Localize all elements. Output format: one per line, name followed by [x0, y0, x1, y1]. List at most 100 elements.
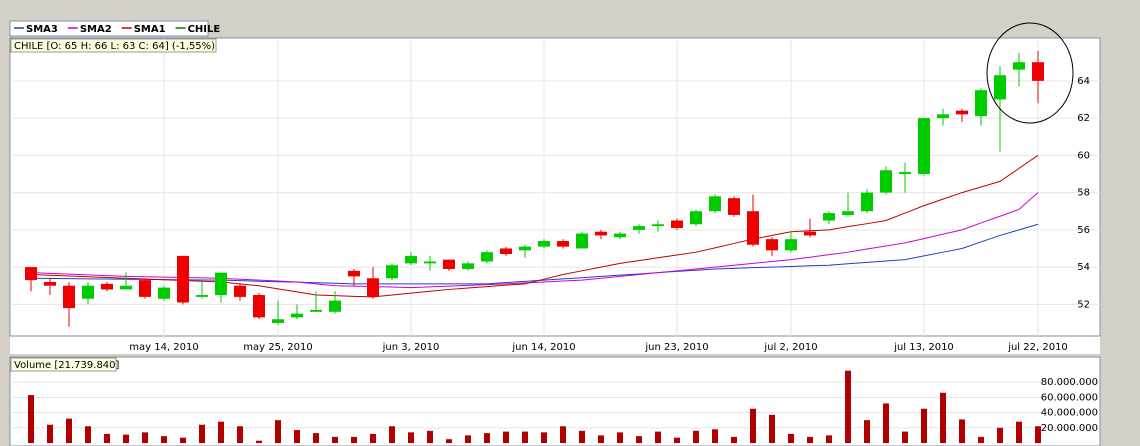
candle-body	[614, 233, 626, 238]
y-tick-label: 60.000.000	[1041, 392, 1098, 403]
candle-body	[25, 267, 37, 281]
volume-bar	[636, 436, 642, 443]
volume-bar	[313, 433, 319, 443]
sma-line	[30, 192, 1039, 289]
candle-body	[557, 241, 569, 247]
volume-label-box	[10, 357, 117, 372]
legend-label: SMA3	[26, 24, 58, 35]
volume-bar	[769, 414, 775, 443]
candle-body	[1032, 62, 1044, 81]
volume-bar	[712, 429, 718, 443]
volume-bar	[218, 421, 224, 443]
y-tick-label: 20.000.000	[1041, 423, 1098, 434]
volume-bar	[731, 436, 737, 443]
candle-body	[481, 252, 493, 262]
candle-body	[1013, 62, 1025, 70]
candle-body	[367, 278, 379, 297]
y-tick-label: 40.000.000	[1041, 408, 1098, 419]
candle-body	[443, 259, 455, 269]
candle-body	[633, 226, 645, 230]
candle-body	[766, 239, 778, 251]
candle-body	[918, 118, 930, 174]
volume-bar	[66, 418, 72, 443]
volume-bar	[902, 431, 908, 443]
candle-body	[348, 270, 360, 277]
volume-bar	[959, 419, 965, 443]
volume-bar	[541, 432, 547, 443]
candle-body	[405, 255, 417, 264]
candle-body	[44, 281, 56, 286]
candle-body	[880, 170, 892, 193]
candle-body	[139, 280, 151, 297]
price-panel	[10, 38, 1100, 354]
volume-bar	[199, 424, 205, 443]
info-label: CHILE [O: 65 H: 66 L: 63 C: 64] (-1,55%)	[14, 41, 215, 52]
volume-bar	[598, 435, 604, 443]
y-tick-label: 64	[1077, 76, 1090, 87]
candle-body	[937, 114, 949, 119]
y-tick-label: 80.000.000	[1041, 377, 1098, 388]
volume-bar	[807, 436, 813, 443]
y-tick-label: 54	[1077, 262, 1090, 273]
volume-bar	[427, 430, 433, 443]
candle-body	[728, 198, 740, 215]
x-tick-label: jun 3, 2010	[382, 342, 440, 353]
volume-bar	[275, 420, 281, 443]
volume-bar	[560, 426, 566, 443]
candle-body	[500, 248, 512, 255]
volume-bar	[579, 430, 585, 443]
volume-bar	[408, 432, 414, 443]
volume-bar	[47, 424, 53, 443]
x-tick-label: jun 23, 2010	[644, 342, 708, 353]
volume-bar	[617, 432, 623, 443]
candle-body	[690, 211, 702, 225]
volume-bar	[503, 431, 509, 443]
candle-body	[63, 285, 75, 309]
volume-bar	[389, 426, 395, 443]
volume-bar	[85, 426, 91, 443]
volume-bar	[465, 435, 471, 443]
volume-bar	[332, 436, 338, 443]
volume-bar	[180, 437, 186, 443]
volume-bar	[294, 430, 300, 443]
candle-body	[215, 272, 227, 296]
candle-body	[386, 265, 398, 279]
candle-body	[823, 213, 835, 221]
x-tick-label: may 25, 2010	[243, 342, 313, 353]
candle-body	[842, 211, 854, 215]
sma-line	[30, 223, 1039, 285]
volume-bar	[674, 437, 680, 443]
x-tick-label: jul 13, 2010	[893, 342, 954, 353]
volume-bar	[940, 392, 946, 443]
candle-body	[956, 110, 968, 115]
candle-body	[177, 255, 189, 303]
volume-bar	[256, 440, 262, 443]
candle-body	[975, 90, 987, 117]
candle-body	[519, 246, 531, 251]
candle-body	[82, 285, 94, 299]
candle-body	[253, 295, 265, 318]
volume-bar	[351, 436, 357, 443]
volume-label: Volume [21.739.840]	[14, 360, 120, 371]
price-plot-border	[9, 37, 1101, 337]
candle-body	[196, 295, 208, 297]
x-tick-label: jun 14, 2010	[511, 342, 575, 353]
volume-panel	[9, 356, 1101, 446]
candle-body	[329, 300, 341, 312]
legend-label: CHILE	[188, 24, 221, 35]
marks	[25, 51, 1044, 443]
candle-body	[120, 285, 132, 290]
volume-bar	[921, 408, 927, 443]
volume-bar	[845, 370, 851, 443]
volume-bar	[28, 395, 34, 443]
volume-bar	[123, 434, 129, 443]
candle-body	[538, 241, 550, 247]
legend-label: SMA1	[134, 24, 166, 35]
candle-body	[595, 231, 607, 236]
candle-body	[462, 263, 474, 269]
volume-bar	[484, 433, 490, 443]
volume-bar	[788, 433, 794, 443]
candle-body	[899, 172, 911, 174]
